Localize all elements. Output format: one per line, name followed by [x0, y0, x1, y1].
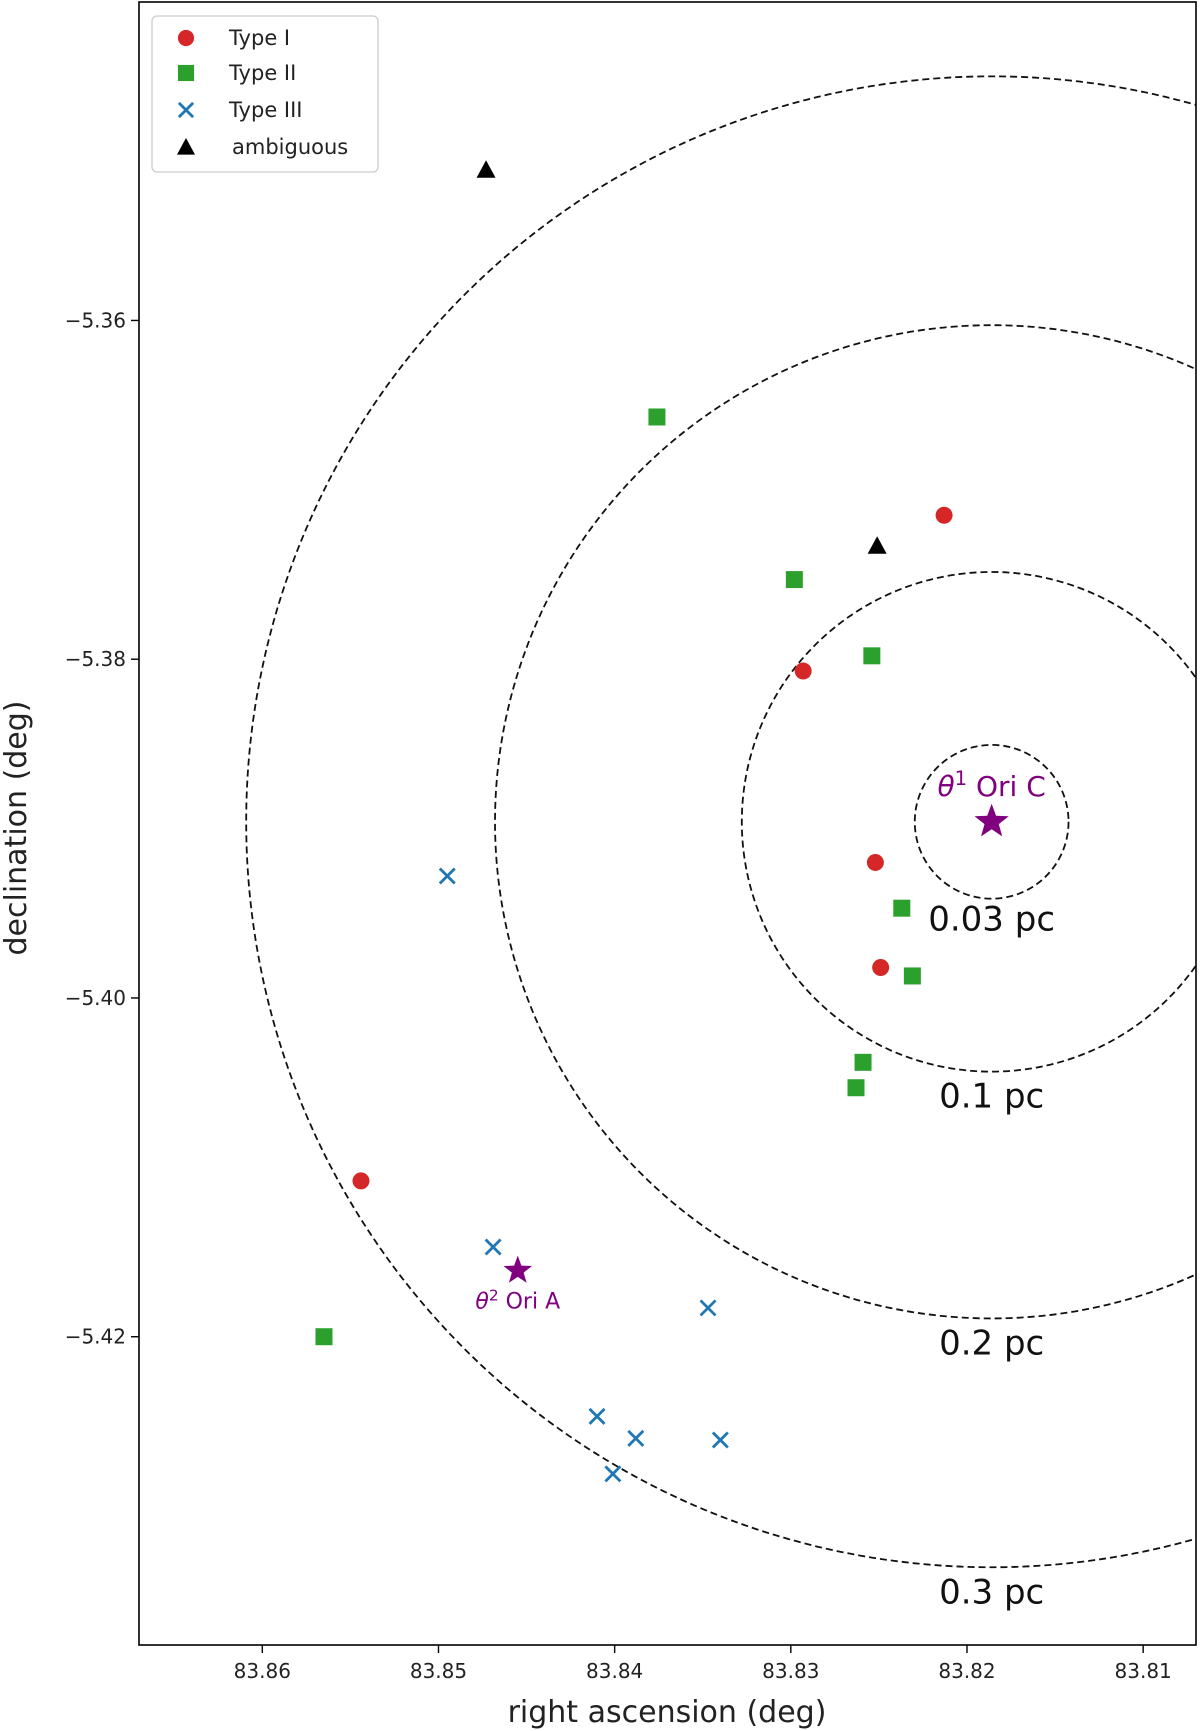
type-ii-marker: [893, 899, 911, 917]
reference-star-icon: [974, 803, 1009, 837]
reference-star-label: θ1 Ori C: [937, 767, 1045, 803]
type-iii-marker: [627, 1429, 645, 1447]
type-iii-marker: [604, 1465, 622, 1483]
type-ii-marker: [863, 647, 881, 665]
x-tick-label: 83.86: [234, 1659, 291, 1683]
type-i-marker: [866, 853, 884, 871]
y-tick-label: −5.38: [65, 647, 126, 671]
legend-item: ambiguous: [176, 135, 348, 159]
type-i-marker: [935, 506, 953, 524]
legend-item: Type III: [177, 98, 303, 122]
x-tick-label: 83.81: [1115, 1659, 1172, 1683]
legend-label: Type III: [228, 98, 303, 122]
type-i-marker: [794, 662, 812, 680]
type-iii-marker: [438, 867, 456, 885]
x-tick-label: 83.85: [410, 1659, 467, 1683]
legend-item: Type II: [177, 61, 296, 85]
type-iii-marker: [711, 1431, 729, 1449]
distance-ring: [494, 324, 1196, 1320]
type-iii-marker: [699, 1299, 717, 1317]
distance-ring: [913, 744, 1070, 900]
type-i-marker: [352, 1172, 370, 1190]
distance-ring-label: 0.2 pc: [939, 1323, 1044, 1363]
x-axis-title: right ascension (deg): [508, 1695, 827, 1730]
legend-item: Type I: [177, 26, 290, 50]
distance-ring-label: 0.1 pc: [939, 1077, 1044, 1117]
legend-label: Type II: [228, 61, 296, 85]
distance-ring-labels: 0.03 pc 0.1 pc 0.2 pc 0.3 pc: [928, 900, 1055, 1613]
legend-box: [151, 15, 379, 173]
ambiguous-marker: [867, 536, 887, 554]
type-ii-marker: [785, 571, 803, 589]
type-ii-marker: [177, 64, 195, 82]
type-ii-marker: [854, 1053, 872, 1071]
y-axis-ticks: −5.36 −5.38 −5.40 −5.42: [65, 308, 139, 1349]
distance-ring: [245, 75, 1196, 1568]
type-ii-marker: [847, 1079, 865, 1097]
distance-rings: [245, 75, 1196, 1568]
x-tick-label: 83.84: [586, 1659, 643, 1683]
type-ii-marker: [903, 967, 921, 985]
y-tick-label: −5.40: [65, 986, 126, 1010]
type-ii-marker: [315, 1328, 333, 1346]
reference-star-icon: [503, 1255, 533, 1283]
data-points: [315, 160, 953, 1483]
plot-frame: [138, 1, 1197, 1646]
legend-label: ambiguous: [232, 135, 348, 159]
reference-star-label: θ2 Ori A: [475, 1286, 560, 1314]
type-iii-marker: [588, 1407, 606, 1425]
reference-stars: θ1 Ori C θ2 Ori A: [475, 767, 1045, 1315]
ambiguous-marker: [476, 160, 496, 178]
distance-ring: [740, 571, 1196, 1073]
type-iii-marker: [177, 101, 195, 119]
ambiguous-marker: [176, 137, 196, 155]
legend-label: Type I: [228, 26, 290, 50]
x-axis-ticks: 83.86 83.85 83.84 83.83 83.82 83.81: [234, 1645, 1172, 1683]
type-ii-marker: [648, 408, 666, 426]
type-i-marker: [872, 958, 890, 976]
y-tick-label: −5.36: [65, 308, 126, 332]
type-i-marker: [177, 29, 195, 47]
distance-ring-label: 0.3 pc: [939, 1572, 1044, 1612]
x-tick-label: 83.82: [938, 1659, 995, 1683]
legend: Type I Type II Type III ambiguous: [151, 15, 379, 173]
x-tick-label: 83.83: [762, 1659, 819, 1683]
type-iii-marker: [484, 1238, 502, 1256]
y-axis-title: declination (deg): [0, 700, 34, 955]
y-tick-label: −5.42: [65, 1325, 126, 1349]
distance-ring-label: 0.03 pc: [928, 900, 1055, 940]
